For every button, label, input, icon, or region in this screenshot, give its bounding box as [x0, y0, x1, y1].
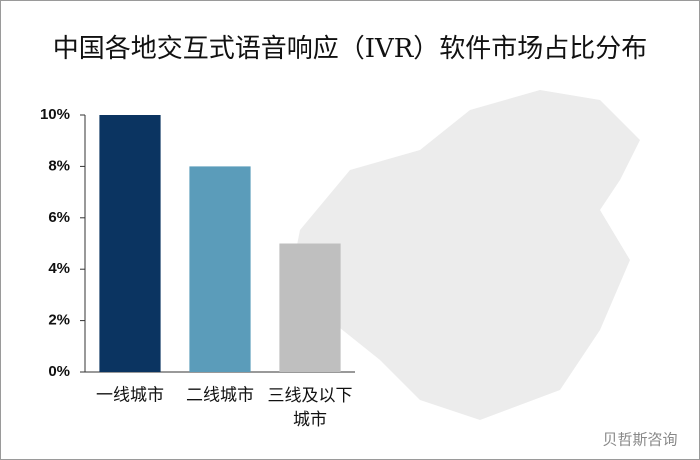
- y-tick-label: 4%: [48, 260, 70, 277]
- bar: [99, 115, 161, 372]
- y-tick-label: 10%: [40, 106, 70, 123]
- x-tick-label: 三线及以下城市: [268, 386, 353, 430]
- y-tick-label: 8%: [48, 157, 70, 174]
- y-tick-label: 0%: [48, 363, 70, 380]
- y-tick-label: 6%: [48, 209, 70, 226]
- bar: [279, 243, 341, 372]
- map-background: [290, 90, 640, 420]
- y-tick-label: 2%: [48, 312, 70, 329]
- x-tick-label: 一线城市: [96, 386, 164, 406]
- x-tick-label: 二线城市: [186, 386, 254, 406]
- watermark: 贝哲斯咨询: [602, 431, 677, 449]
- bar: [189, 166, 251, 372]
- chart-title: 中国各地交互式语音响应（IVR）软件市场占比分布: [53, 34, 648, 64]
